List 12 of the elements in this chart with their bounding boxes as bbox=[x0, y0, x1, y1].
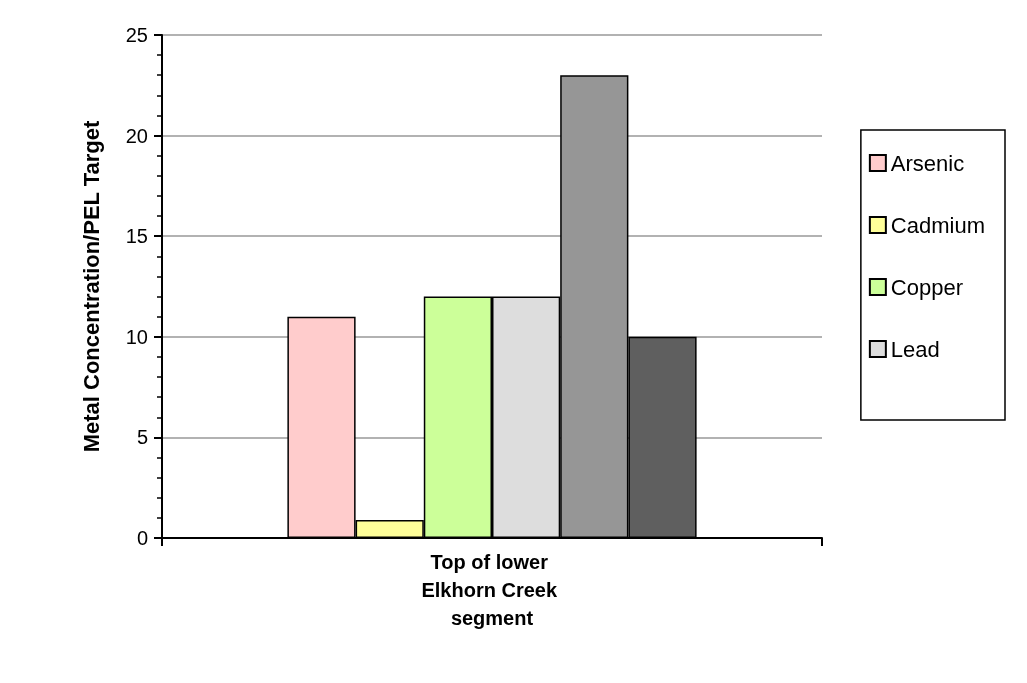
legend-label: Lead bbox=[890, 336, 940, 362]
y-tick-label: 20 bbox=[125, 124, 148, 147]
legend-label: Arsenic bbox=[890, 150, 965, 176]
y-tick-label: 0 bbox=[136, 527, 148, 549]
y-tick-label: 10 bbox=[125, 325, 148, 348]
y-tick-label: 25 bbox=[125, 24, 148, 46]
y-axis-title: Metal Concentration/PEL Target bbox=[78, 119, 104, 453]
y-tick-label: 5 bbox=[136, 426, 148, 449]
x-tick-label: Top of lower Elkhorn Creek segment bbox=[421, 551, 563, 629]
legend-label: Cadmium bbox=[890, 212, 986, 238]
y-tick-label: 15 bbox=[125, 225, 148, 248]
legend-label: Copper bbox=[890, 274, 964, 300]
